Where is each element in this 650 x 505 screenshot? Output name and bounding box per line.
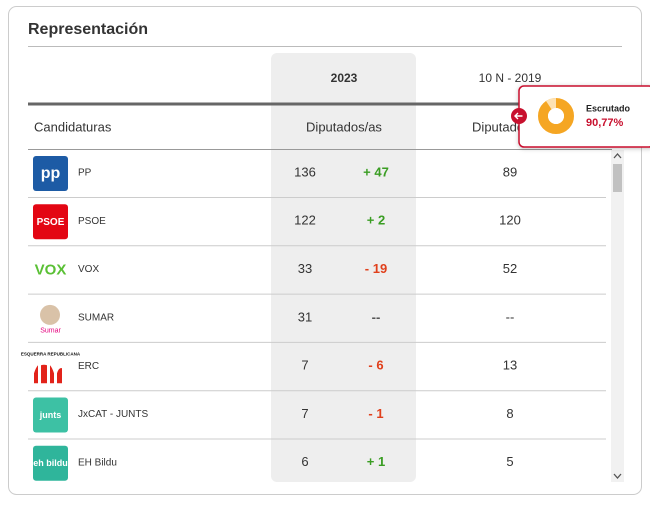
seat-change: -- [372,309,381,324]
scroll-down[interactable] [613,473,622,479]
party-name: SUMAR [78,313,114,324]
seat-change: - 6 [368,358,383,373]
popup-value: 90,77% [586,117,624,129]
logo-text: PSOE [37,217,65,228]
column-header: Diputados/as [306,119,382,134]
party-logo [33,397,68,433]
table-row: VOX VOX 33 - 19 52 [28,252,606,295]
popup-label: Escrutado [586,103,631,113]
logo-text: junts [39,410,62,420]
seat-change: + 2 [367,213,385,228]
highlight-column [271,53,416,482]
seats: 7 [301,406,308,421]
table-row: PSOE PSOE 122 + 2 120 [28,204,606,247]
column-header: Candidaturas [34,119,112,134]
seats: 122 [294,213,316,228]
party-logo [33,156,68,191]
logo-bars [34,364,62,384]
party-name: PSOE [78,216,106,227]
donut-hole [548,108,564,124]
party-name: JxCAT - JUNTS [78,409,149,420]
table-row: Sumar SUMAR 31 -- -- [28,300,606,343]
seat-change: + 1 [367,454,385,469]
seats: 7 [301,358,308,373]
seats-2019: 5 [506,454,513,469]
group-header: 10 N - 2019 [479,71,542,85]
party-logo [33,445,68,481]
seats-2019: 13 [503,358,517,373]
seats: 33 [298,261,312,276]
seats-2019: 89 [503,164,517,179]
table-row: pp PP 136 + 47 89 [28,156,606,198]
logo-text: Sumar [40,328,61,335]
popup[interactable]: Escrutado 90,77% [511,85,650,148]
scroll-up[interactable] [613,153,622,159]
seats-2019: -- [506,309,515,324]
logo-text: pp [41,165,61,182]
seats: 136 [294,164,316,179]
logo-text: ESQUERRA REPUBLICANA [21,351,81,356]
scrollbar[interactable] [611,150,624,482]
logo-text: eh bildu [33,458,68,468]
seat-change: - 19 [365,261,387,276]
seat-change: - 1 [368,406,383,421]
party-logo [33,204,68,240]
party-logo [33,252,68,288]
party-name: VOX [78,264,99,275]
party-name: EH Bildu [78,457,117,468]
seats: 31 [298,309,312,324]
group-header: 2023 [331,71,358,85]
table-row: junts JxCAT - JUNTS 7 - 1 8 [28,397,606,440]
popup-arrow [514,112,523,120]
seats-2019: 120 [499,213,521,228]
seat-change: + 47 [363,164,389,179]
scroll-thumb[interactable] [613,164,622,192]
table-row: eh bildu EH Bildu 6 + 1 5 [33,445,514,481]
party-name: ERC [78,361,99,372]
table-row: ESQUERRA REPUBLICANA ERC 7 - 6 13 [21,349,606,392]
seats-2019: 8 [506,406,513,421]
logo-portrait [40,304,60,325]
logo-text: VOX [35,262,67,279]
title: Representación [28,21,148,38]
scroll-track [611,150,624,482]
seats: 6 [301,454,308,469]
seats-2019: 52 [503,261,517,276]
party-name: PP [78,168,92,179]
